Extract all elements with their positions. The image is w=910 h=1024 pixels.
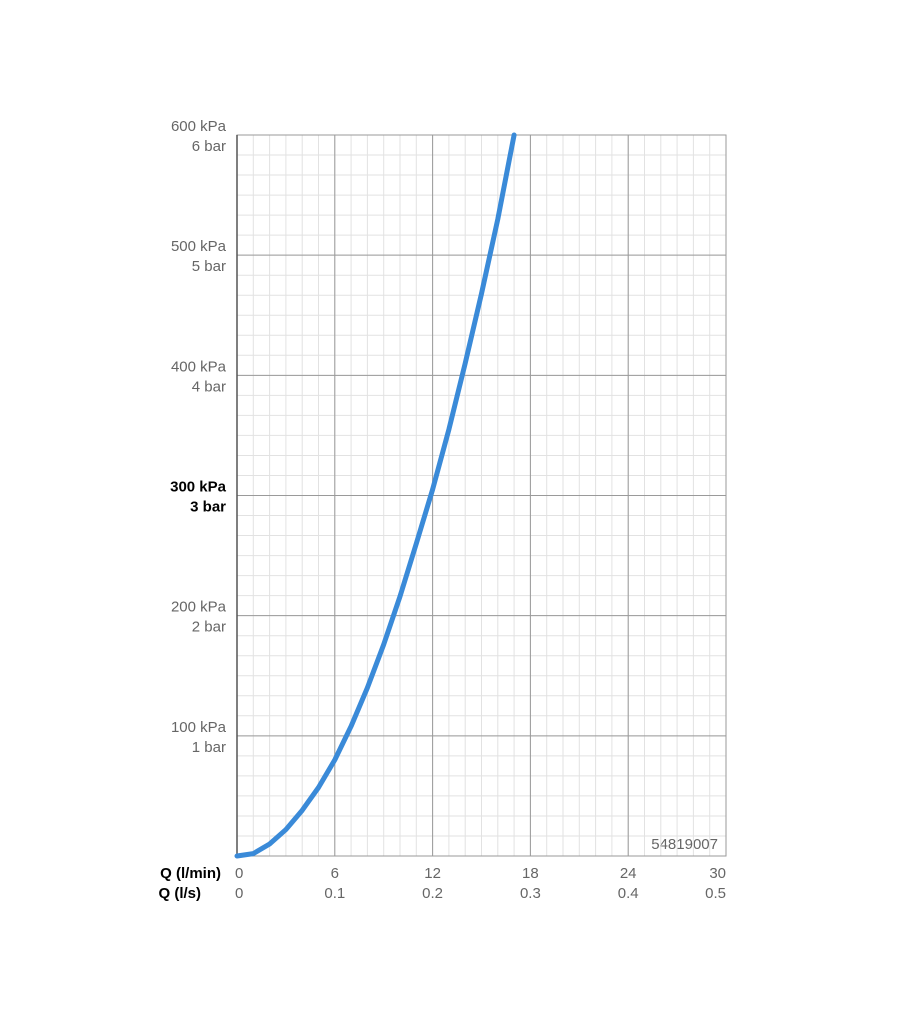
x-tick-label: 24 [620, 865, 637, 882]
x-tick-label: 30 [709, 865, 726, 882]
x2-tick-label: 0.1 [324, 885, 345, 902]
x2-tick-label: 0.5 [705, 885, 726, 902]
y-tick-label: 600 kPa [171, 118, 227, 135]
x-tick-label: 6 [331, 865, 339, 882]
x-tick-label: 18 [522, 865, 539, 882]
y2-tick-label: 3 bar [190, 498, 226, 515]
y-tick-label: 400 kPa [171, 358, 227, 375]
x-tick-label: 12 [424, 865, 441, 882]
y-tick-label: 200 kPa [171, 599, 227, 616]
y2-tick-label: 2 bar [192, 619, 226, 636]
x2-tick-label: 0.2 [422, 885, 443, 902]
annotation: 54819007 [651, 836, 718, 853]
y2-tick-label: 4 bar [192, 378, 226, 395]
x2-tick-label: 0.3 [520, 885, 541, 902]
x-tick-label: 0 [235, 865, 243, 882]
y2-tick-label: 1 bar [192, 739, 226, 756]
data-line [234, 132, 517, 859]
y-tick-label: 100 kPa [171, 719, 227, 736]
y2-tick-label: 6 bar [192, 138, 226, 155]
x2-tick-label: 0.4 [618, 885, 639, 902]
x2-axis-title: Q (l/s) [158, 885, 201, 902]
y2-tick-label: 5 bar [192, 258, 226, 275]
x2-tick-label: 0 [235, 885, 243, 902]
x-axis-title: Q (l/min) [160, 865, 221, 882]
y-tick-label: 300 kPa [170, 478, 227, 495]
y-tick-label: 500 kPa [171, 238, 227, 255]
